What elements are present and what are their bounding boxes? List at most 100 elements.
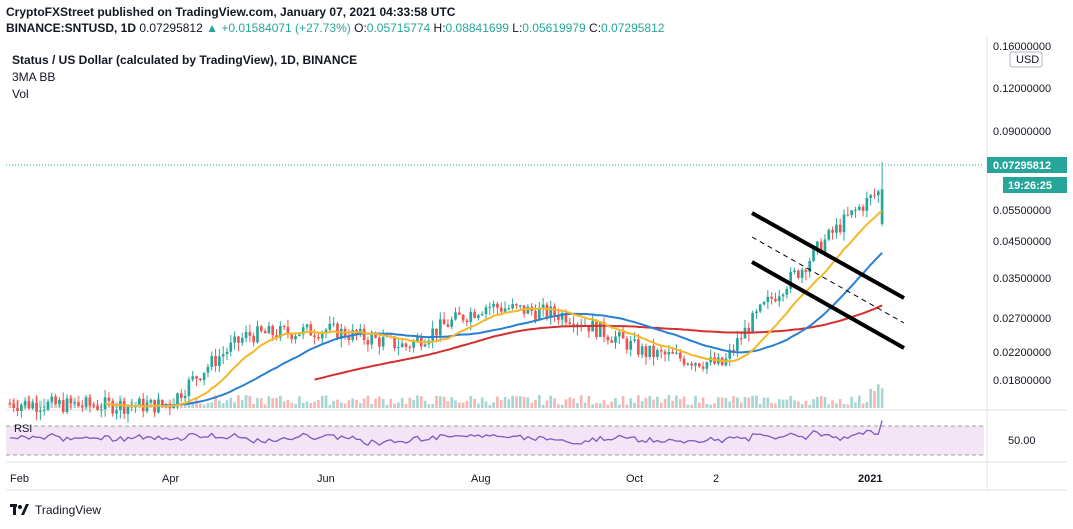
candle-body bbox=[27, 401, 31, 409]
candle-body bbox=[777, 296, 781, 302]
volume-bar bbox=[568, 397, 572, 408]
volume-bar bbox=[339, 402, 343, 408]
volume-bar bbox=[378, 396, 381, 408]
volume-bar bbox=[446, 401, 450, 408]
volume-bar bbox=[686, 404, 690, 408]
volume-bar bbox=[179, 402, 183, 408]
candle-body bbox=[869, 195, 873, 198]
channel-upper-line[interactable] bbox=[751, 211, 905, 300]
candle-body bbox=[99, 409, 103, 411]
volume-bar bbox=[819, 395, 823, 408]
candle-body bbox=[229, 342, 233, 352]
volume-bar bbox=[629, 398, 633, 408]
volume-bar bbox=[358, 403, 362, 408]
volume-bar bbox=[278, 395, 282, 408]
candle-body bbox=[819, 241, 823, 253]
candle-body bbox=[54, 396, 57, 404]
y-tick-label: 0.16000000 bbox=[993, 41, 1051, 53]
indicator-bb-label[interactable]: 3MA BB bbox=[12, 70, 56, 84]
candle-body bbox=[488, 306, 492, 308]
footer-brand[interactable]: TradingView bbox=[10, 503, 101, 517]
candle-body bbox=[850, 210, 853, 216]
volume-bar bbox=[8, 402, 12, 408]
volume-bar bbox=[640, 401, 644, 408]
candle-body bbox=[126, 406, 130, 414]
volume-bar bbox=[694, 395, 697, 408]
y-tick-label: 0.01800000 bbox=[993, 375, 1051, 387]
candle-body bbox=[96, 406, 99, 410]
volume-bar bbox=[317, 399, 320, 408]
volume-bar bbox=[602, 399, 606, 408]
candle-body bbox=[199, 378, 202, 380]
volume-bar bbox=[39, 400, 42, 408]
candle-body bbox=[667, 351, 671, 355]
currency-box[interactable] bbox=[1009, 51, 1043, 68]
volume-bar bbox=[690, 404, 693, 408]
y-tick-label: 0.03500000 bbox=[993, 273, 1051, 285]
candle-body bbox=[187, 379, 191, 396]
volume-bar bbox=[233, 402, 236, 408]
volume-bar bbox=[553, 398, 556, 408]
volume-bar bbox=[793, 400, 796, 408]
volume-bar bbox=[305, 401, 309, 408]
last-price: 0.07295812 bbox=[139, 21, 203, 35]
candle-body bbox=[736, 338, 739, 351]
volume-bar bbox=[732, 396, 735, 408]
candle-body bbox=[278, 326, 282, 338]
candle-body bbox=[857, 206, 861, 210]
candle-body bbox=[195, 376, 198, 379]
candle-body bbox=[537, 308, 541, 320]
candle-body bbox=[835, 224, 838, 233]
volume-bar bbox=[652, 399, 655, 408]
volume-bar bbox=[240, 400, 244, 408]
volume-bar bbox=[511, 395, 514, 408]
channel-lower-line[interactable] bbox=[751, 260, 905, 350]
volume-bar bbox=[400, 398, 404, 408]
candle-body bbox=[206, 366, 210, 373]
volume-bar bbox=[427, 404, 431, 408]
open-label: O: bbox=[354, 21, 367, 35]
candle-body bbox=[328, 323, 332, 330]
volume-bar bbox=[438, 396, 442, 408]
candle-body bbox=[682, 358, 686, 365]
candle-body bbox=[751, 313, 754, 334]
candle-body bbox=[256, 326, 259, 343]
volume-bar bbox=[610, 401, 614, 408]
x-tick-label: 2 bbox=[713, 473, 719, 485]
candle-body bbox=[84, 397, 88, 407]
candle-body bbox=[404, 343, 408, 347]
candle-body bbox=[149, 399, 153, 403]
candle-body bbox=[172, 405, 176, 409]
candle-body bbox=[629, 340, 633, 350]
chart-header: CryptoFXStreet published on TradingView.… bbox=[6, 4, 664, 36]
currency-label[interactable]: USD bbox=[1016, 54, 1039, 66]
candle-body bbox=[652, 345, 655, 357]
current-price-badge bbox=[987, 157, 1067, 173]
volume-bar bbox=[572, 398, 575, 408]
volume-bar bbox=[393, 403, 396, 408]
candle-body bbox=[675, 352, 678, 354]
candle-body bbox=[766, 296, 770, 302]
volume-bar bbox=[477, 403, 480, 408]
volume-bar bbox=[617, 404, 621, 408]
chart-title: Status / US Dollar (calculated by Tradin… bbox=[12, 53, 358, 67]
indicator-vol-label[interactable]: Vol bbox=[12, 87, 29, 101]
volume-bar bbox=[320, 395, 324, 408]
candle-body bbox=[298, 334, 301, 337]
channel-mid-line[interactable] bbox=[751, 236, 905, 324]
candle-body bbox=[854, 209, 857, 211]
x-tick-label: Feb bbox=[10, 473, 29, 485]
candle-body bbox=[812, 247, 815, 261]
candle-body bbox=[237, 336, 240, 343]
candle-body bbox=[176, 393, 179, 406]
volume-bar bbox=[831, 400, 834, 408]
volume-bar bbox=[598, 403, 602, 408]
candle-body bbox=[244, 332, 248, 338]
candle-body bbox=[816, 241, 819, 248]
volume-bar bbox=[191, 402, 195, 408]
candle-body bbox=[796, 270, 800, 278]
volume-bar bbox=[484, 401, 488, 408]
volume-bar bbox=[606, 404, 610, 408]
candle-body bbox=[617, 331, 621, 337]
